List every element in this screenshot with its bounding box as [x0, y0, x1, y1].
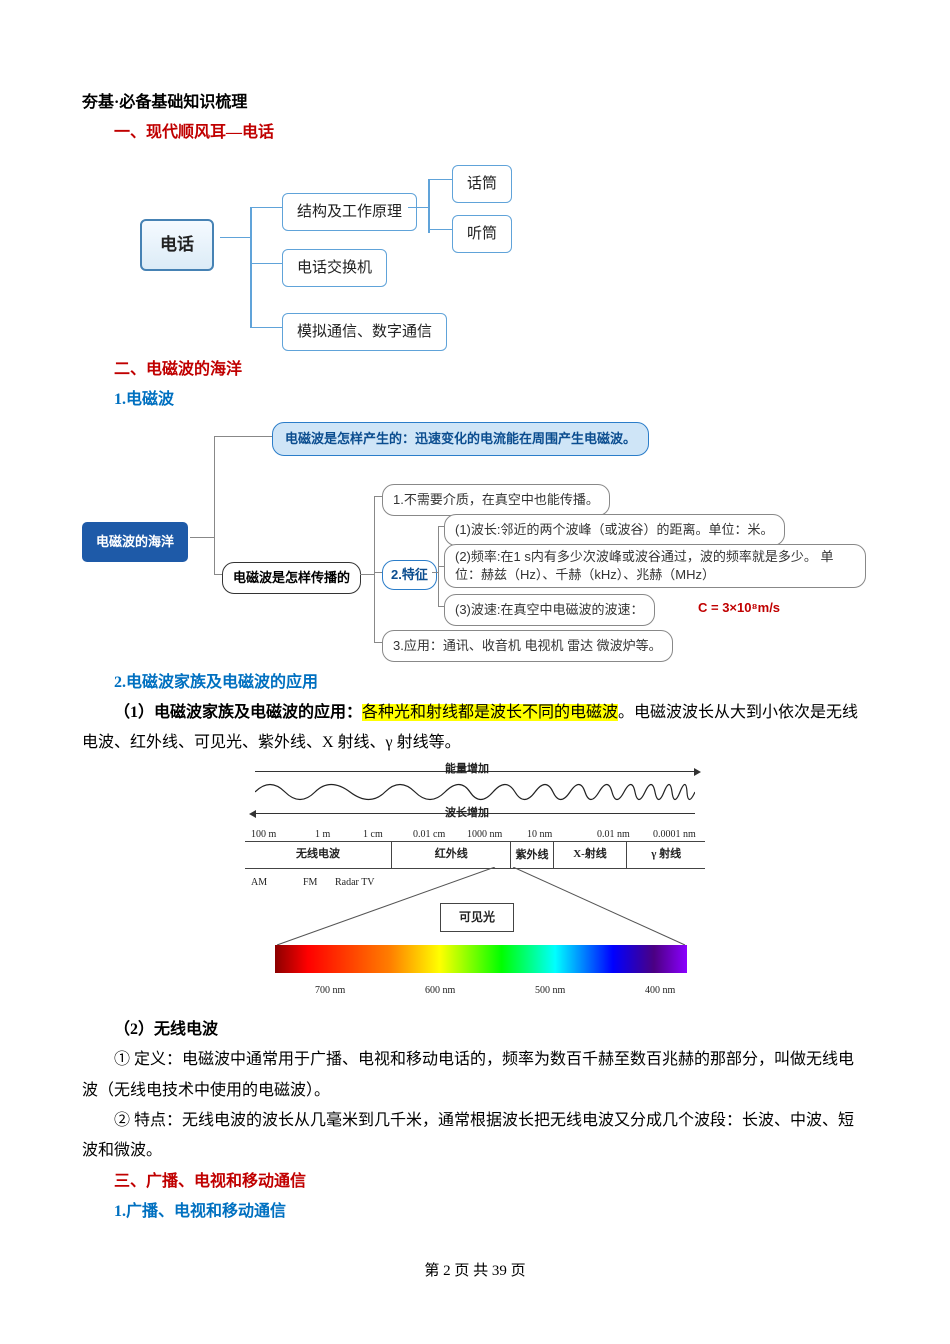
d2-generation: 电磁波是怎样产生的：迅速变化的电流能在周围产生电磁波。 [272, 422, 649, 457]
section3-sub1: 1.广播、电视和移动通信 [82, 1197, 868, 1227]
d2-f1: (1)波长:邻近的两个波峰（或波谷）的距离。单位：米。 [444, 514, 785, 547]
sp-vis-tick: 400 nm [645, 981, 675, 1000]
para-family-hl: 各种光和射线都是波长不同的电磁波 [362, 704, 618, 721]
para-family-pre: （1）电磁波家族及电磁波的应用： [114, 704, 362, 721]
d2-propagation: 电磁波是怎样传播的 [222, 562, 361, 595]
d2-f2: (2)频率:在1 s内有多少次波峰或波谷通过，波的频率就是多少。 单位：赫兹（H… [444, 544, 866, 588]
sp-band: 紫外线 [511, 842, 553, 868]
diagram1-node-structure: 结构及工作原理 [282, 193, 417, 232]
d2-root: 电磁波的海洋 [82, 522, 188, 563]
d2-feature-label: 2.特征 [382, 560, 437, 591]
sp-vis-tick: 500 nm [535, 981, 565, 1000]
sp-vis-tick: 600 nm [425, 981, 455, 1000]
page-footer: 第 2 页 共 39 页 [82, 1257, 868, 1286]
diagram1-node-exchange: 电话交换机 [282, 249, 387, 288]
wuxian-p2: ② 特点：无线电波的波长从几毫米到几千米，通常根据波长把无线电波又分成几个波段：… [82, 1106, 868, 1167]
wuxian-p1: ① 定义：电磁波中通常用于广播、电视和移动电话的，频率为数百千赫至数百兆赫的那部… [82, 1045, 868, 1106]
d2-p3: 3.应用：通讯、收音机 电视机 雷达 微波炉等。 [382, 630, 673, 663]
diagram1-node-comm: 模拟通信、数字通信 [282, 313, 447, 352]
diagram1-node-speaker: 听筒 [452, 215, 512, 254]
sp-wavelength-label: 波长增加 [445, 803, 489, 824]
sp-band: 无线电波 [245, 842, 392, 868]
document-page: 夯基·必备基础知识梳理 一、现代顺风耳—电话 电话 结构及工作原理 电话交换机 … [0, 0, 950, 1326]
sp-band: 红外线 [392, 842, 512, 868]
section2-sub2: 2.电磁波家族及电磁波的应用 [82, 668, 868, 698]
sp-band: X-射线 [554, 842, 628, 868]
d2-p1: 1.不需要介质，在真空中也能传播。 [382, 484, 610, 517]
diagram1-node-mic: 话筒 [452, 165, 512, 204]
section1-title: 一、现代顺风耳—电话 [82, 118, 868, 148]
diagram1-root: 电话 [140, 219, 214, 271]
sp-band: γ 射线 [627, 842, 705, 868]
para-family: （1）电磁波家族及电磁波的应用：各种光和射线都是波长不同的电磁波。电磁波波长从大… [82, 698, 868, 759]
wuxian-head: （2）无线电波 [82, 1015, 868, 1045]
telephone-diagram: 电话 结构及工作原理 电话交换机 模拟通信、数字通信 话筒 听筒 [122, 157, 602, 347]
section2-sub1: 1.电磁波 [82, 385, 868, 415]
emwave-diagram: 电磁波的海洋 电磁波是怎样产生的：迅速变化的电流能在周围产生电磁波。 电磁波是怎… [82, 422, 868, 662]
em-spectrum-figure: 能量增加 波长增加 100 m 1 m 1 cm 0.01 cm 1000 nm… [245, 765, 705, 1005]
section2-title: 二、电磁波的海洋 [82, 355, 868, 385]
sp-visible-label: 可见光 [440, 903, 514, 932]
d2-formula: C = 3×10⁸m/s [698, 596, 780, 621]
sp-vis-tick: 700 nm [315, 981, 345, 1000]
main-heading: 夯基·必备基础知识梳理 [82, 88, 868, 118]
section3-title: 三、广播、电视和移动通信 [82, 1167, 868, 1197]
d2-f3: (3)波速:在真空中电磁波的波速： [444, 594, 655, 627]
